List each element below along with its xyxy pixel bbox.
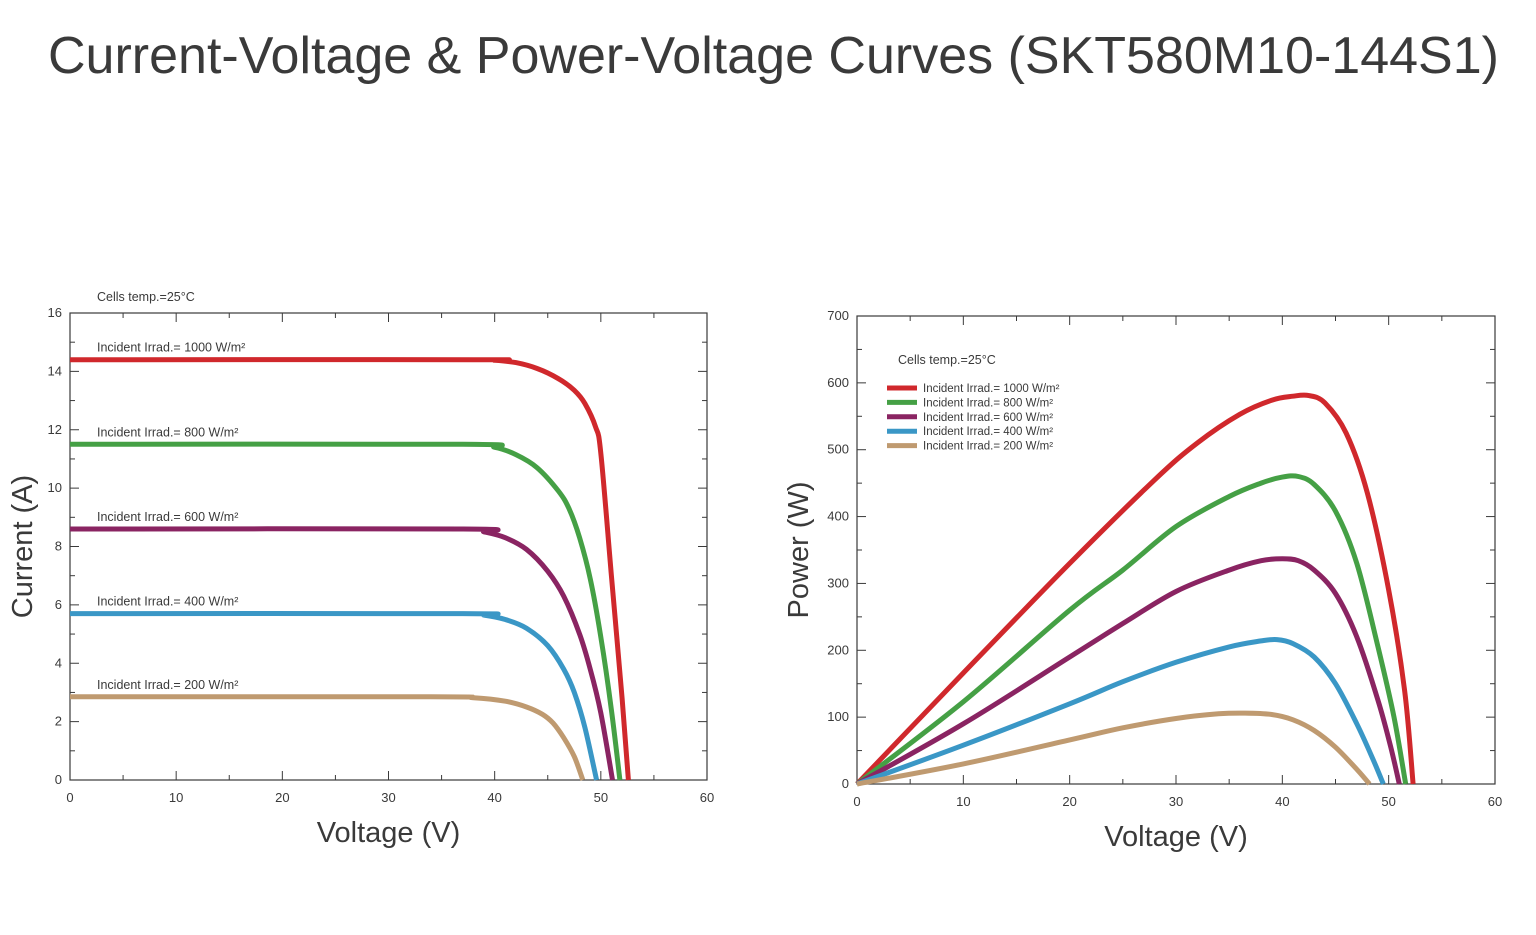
y-tick-label: 400 [827, 509, 849, 524]
y-tick-label: 300 [827, 575, 849, 590]
temperature-annotation: Cells temp.=25°C [97, 290, 195, 304]
y-tick-label: 2 [55, 714, 62, 729]
y-axis-label: Power (W) [783, 482, 815, 619]
series-line-2 [855, 473, 1409, 786]
series-line-2 [69, 441, 623, 781]
y-tick-label: 4 [55, 655, 62, 670]
y-tick-label: 14 [48, 363, 62, 378]
x-axis-label: Voltage (V) [317, 817, 460, 849]
x-tick-label: 10 [169, 790, 183, 805]
series-line-4 [856, 636, 1386, 787]
series-line-5 [69, 694, 586, 781]
series-line-1 [855, 392, 1416, 786]
legend-label-1: Incident Irrad.= 1000 W/m² [923, 383, 1060, 395]
y-tick-label: 600 [827, 375, 849, 390]
x-tick-label: 30 [381, 790, 395, 805]
x-tick-label: 20 [1062, 794, 1076, 809]
y-tick-label: 0 [55, 772, 62, 787]
y-tick-label: 10 [48, 480, 62, 495]
y-tick-label: 700 [827, 308, 849, 323]
iv-chart: 0 10 20 30 40 50 60 0 2 4 6 8 10 12 14 16 Voltage (V) Cur… [7, 290, 714, 849]
y-tick-label: 200 [827, 642, 849, 657]
y-tick-label: 6 [55, 597, 62, 612]
series-line-1 [69, 357, 631, 781]
series-line-5 [856, 710, 1372, 787]
series-label-5: Incident Irrad.= 200 W/m² [97, 678, 238, 692]
y-tick-label: 100 [827, 709, 849, 724]
y-tick-label: 500 [827, 442, 849, 457]
x-tick-label: 40 [487, 790, 501, 805]
y-tick-label: 0 [842, 776, 849, 791]
series-label-4: Incident Irrad.= 400 W/m² [97, 595, 238, 609]
x-tick-label: 50 [1381, 794, 1395, 809]
y-axis-label: Current (A) [7, 475, 39, 618]
legend-label-5: Incident Irrad.= 200 W/m² [923, 441, 1053, 453]
series-line-4 [69, 611, 600, 781]
x-axis-label: Voltage (V) [1104, 821, 1247, 853]
x-tick-label: 50 [594, 790, 608, 805]
x-tick-label: 40 [1275, 794, 1289, 809]
y-tick-label: 8 [55, 539, 62, 554]
legend-label-4: Incident Irrad.= 400 W/m² [923, 426, 1053, 438]
series-line-3 [855, 556, 1402, 787]
series-label-2: Incident Irrad.= 800 W/m² [97, 425, 238, 439]
legend-label-2: Incident Irrad.= 800 W/m² [923, 397, 1053, 409]
y-tick-label: 16 [48, 305, 62, 320]
x-tick-label: 10 [956, 794, 970, 809]
page-title: Current-Voltage & Power-Voltage Curves (… [48, 27, 1499, 85]
y-tick-label: 12 [48, 422, 62, 437]
temperature-annotation: Cells temp.=25°C [898, 353, 996, 367]
x-tick-label: 30 [1169, 794, 1183, 809]
x-tick-label: 0 [853, 794, 860, 809]
x-tick-label: 60 [1488, 794, 1502, 809]
series-line-3 [69, 526, 615, 781]
x-tick-label: 0 [66, 790, 73, 805]
series-label-3: Incident Irrad.= 600 W/m² [97, 510, 238, 524]
x-tick-label: 20 [275, 790, 289, 805]
series-label-1: Incident Irrad.= 1000 W/m² [97, 341, 245, 355]
legend-label-3: Incident Irrad.= 600 W/m² [923, 412, 1053, 424]
x-tick-label: 60 [700, 790, 714, 805]
